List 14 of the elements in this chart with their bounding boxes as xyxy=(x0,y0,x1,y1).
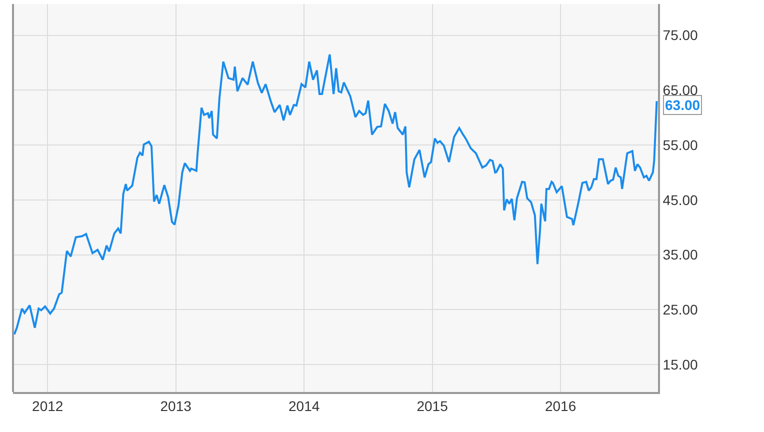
y-tick-label: 45.00 xyxy=(662,192,698,208)
x-tick-label: 2013 xyxy=(160,398,192,414)
y-tick-label: 75.00 xyxy=(662,27,698,44)
y-tick-label: 65.00 xyxy=(662,82,698,98)
x-tick-label: 2012 xyxy=(32,398,64,414)
y-tick-label: 15.00 xyxy=(662,356,698,372)
line-series xyxy=(13,53,658,336)
x-tick-label: 2015 xyxy=(416,398,448,414)
annotation: 63.00 xyxy=(665,97,700,113)
y-tick-label: 25.00 xyxy=(662,302,698,318)
x-tick-label: 2016 xyxy=(544,398,576,414)
y-tick-label: 55.00 xyxy=(662,136,698,153)
x-tick-label: 2014 xyxy=(288,398,320,414)
y-tick-label: 35.00 xyxy=(662,246,698,263)
